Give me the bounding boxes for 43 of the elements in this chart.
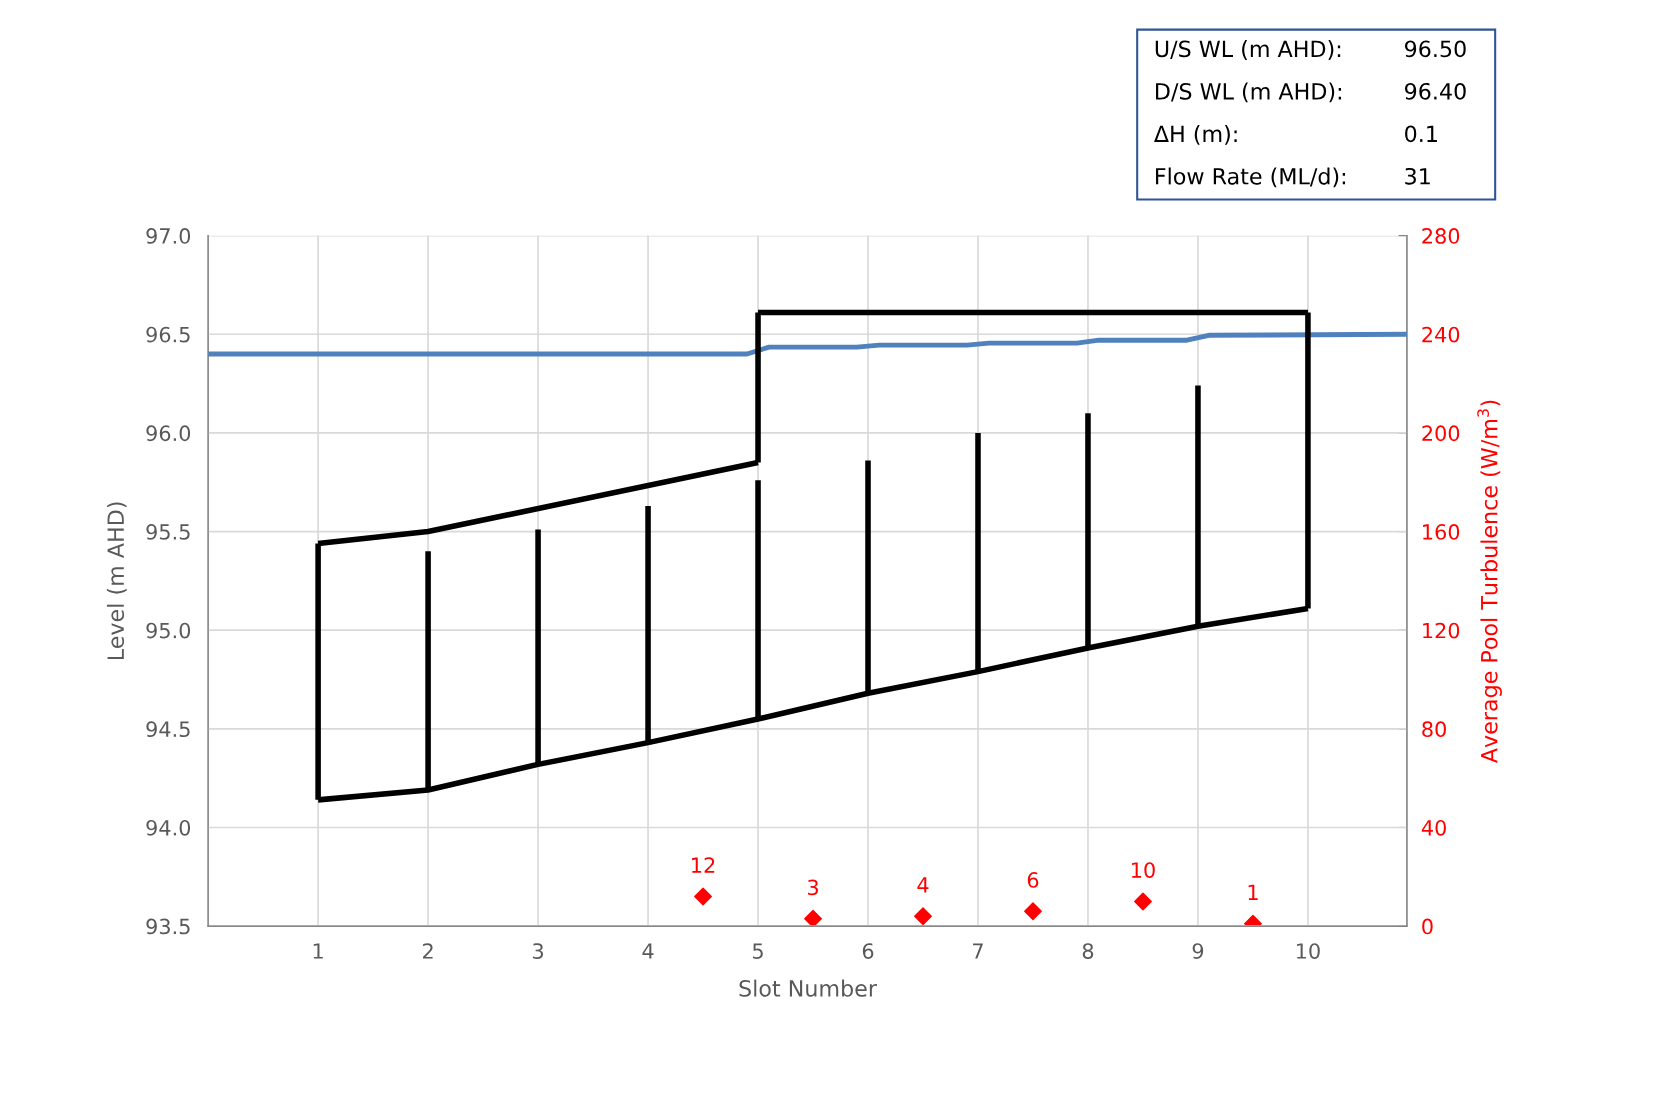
data-label: 4 [917,877,929,893]
y2-tick-label: 200 [1422,425,1460,442]
y-tick-label: 94.5 [146,721,190,738]
text: U/S WL (m AHD): [1155,40,1341,60]
text: 96.50 [1404,40,1466,58]
text: 0.1 [1405,125,1437,143]
data-label: 3 [807,879,818,896]
data-label: 10 [1132,862,1155,878]
text: 96.40 [1404,82,1466,100]
y-tick-label: 96.0 [146,425,191,442]
x-tick-label: 9 [1192,943,1204,959]
data-label: 12 [692,857,715,873]
y-axis-title: Level (m AHD) [106,502,127,660]
y2-tick-label: 160 [1423,524,1460,540]
x-tick-label: 10 [1296,943,1320,959]
x-tick-label: 6 [862,943,874,959]
y-tick-label: 93.5 [146,918,190,935]
y2-tick-label: 0 [1422,918,1433,935]
text: Flow Rate (ML/d): [1156,167,1346,188]
y-tick-label: 97.0 [146,228,191,244]
x-tick-label: 2 [422,943,433,959]
y-tick-label: 95.5 [146,524,190,540]
x-tick-label: 7 [973,943,983,959]
y2-tick-label: 120 [1423,622,1460,639]
x-tick-label: 5 [753,943,763,959]
x-tick-label: 1 [313,943,323,959]
y2-tick-label: 240 [1422,326,1460,343]
text: ΔH (m): [1154,125,1237,145]
x-axis-title: Slot Number [739,979,877,997]
x-tick-label: 4 [642,943,654,959]
x-tick-label: 8 [1082,943,1094,959]
y-tick-label: 95.0 [146,622,191,639]
x-tick-label: 3 [533,943,544,959]
data-label: 6 [1027,872,1039,888]
y2-tick-label: 280 [1422,228,1460,244]
y2-tick-label: 40 [1421,819,1446,836]
y2-axis-title: Average Pool Turbulence (W/m$^{3}$) [1477,400,1502,764]
text: 31 [1405,167,1430,185]
data-label: 1 [1248,884,1258,900]
text: D/S WL (m AHD): [1156,82,1341,103]
y2-tick-label: 80 [1422,721,1446,738]
y-tick-label: 94.0 [146,819,191,836]
y-tick-label: 96.5 [146,326,190,343]
